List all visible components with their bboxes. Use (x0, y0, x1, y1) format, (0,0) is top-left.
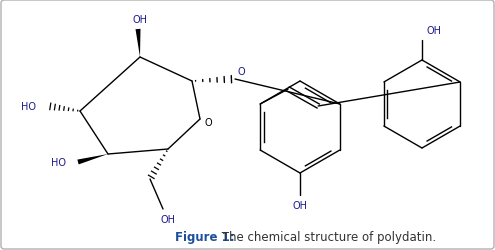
Text: OH: OH (427, 26, 442, 36)
Text: OH: OH (133, 15, 148, 25)
Text: O: O (204, 118, 212, 128)
Text: OH: OH (160, 214, 176, 224)
Text: HO: HO (21, 102, 36, 112)
Text: Figure 1:: Figure 1: (175, 230, 235, 243)
Text: HO: HO (51, 157, 66, 167)
Polygon shape (77, 154, 108, 165)
Text: OH: OH (293, 200, 307, 210)
Polygon shape (136, 30, 141, 58)
Text: O: O (237, 67, 245, 77)
Text: The chemical structure of polydatin.: The chemical structure of polydatin. (218, 230, 436, 243)
